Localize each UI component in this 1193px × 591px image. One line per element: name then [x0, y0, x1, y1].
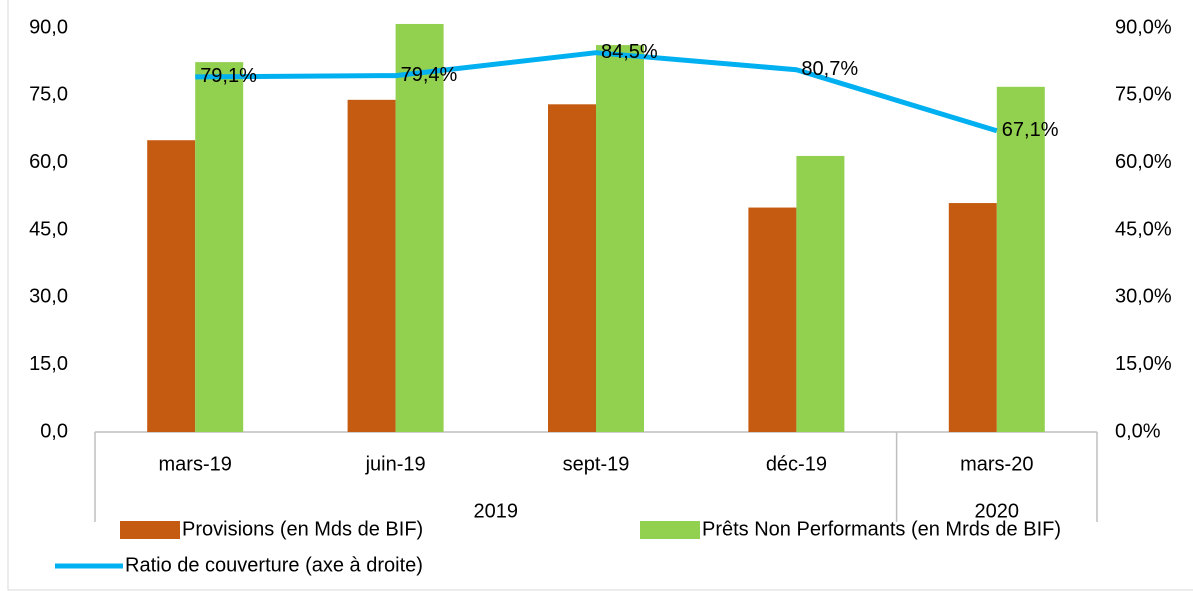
bar — [347, 99, 396, 433]
y-tick-label: 60,0 — [29, 151, 68, 173]
y-tick-label: 0,0 — [40, 420, 68, 442]
y-tick-label: 30,0 — [29, 286, 68, 308]
x-tick-label: déc-19 — [766, 453, 827, 475]
bar — [748, 207, 797, 432]
y-tick-label: 45,0 — [29, 218, 68, 240]
data-label: 80,7% — [801, 58, 858, 80]
legend-label: Prêts Non Performants (en Mrds de BIF) — [702, 518, 1061, 540]
bar — [996, 86, 1045, 432]
bar — [948, 203, 997, 432]
bar — [796, 155, 845, 432]
legend-label: Ratio de couverture (axe à droite) — [125, 554, 423, 576]
line — [195, 50, 998, 134]
bar — [395, 23, 444, 433]
frame — [7, 0, 1193, 591]
bar — [548, 104, 596, 433]
data-label: 84,5% — [601, 41, 658, 63]
x-tick-label: mars-20 — [960, 453, 1033, 475]
x-tick-label: juin-19 — [365, 453, 426, 475]
data-label: 79,1% — [200, 65, 257, 87]
y-tick-label: 75,0 — [29, 84, 68, 106]
bar — [147, 140, 196, 432]
legend-label: Provisions (en Mds de BIF) — [182, 518, 423, 540]
y2-tick-label: 30,0% — [1115, 286, 1172, 308]
y2-tick-label: 90,0% — [1115, 16, 1172, 38]
legend-swatch — [640, 521, 700, 539]
x-tick-label: mars-19 — [159, 453, 232, 475]
data-label: 79,4% — [401, 64, 458, 86]
y2-tick-label: 0,0% — [1115, 420, 1161, 442]
bar — [596, 45, 644, 433]
y-tick-label: 90,0 — [29, 16, 68, 38]
group-label: 2020 — [975, 500, 1020, 522]
bar — [195, 62, 244, 433]
x-tick-label: sept-19 — [563, 453, 630, 475]
group-label: 2019 — [474, 500, 519, 522]
y2-tick-label: 45,0% — [1115, 218, 1172, 240]
y2-tick-label: 75,0% — [1115, 84, 1172, 106]
y-tick-label: 15,0 — [29, 353, 68, 375]
y2-tick-label: 15,0% — [1115, 353, 1172, 375]
y2-tick-label: 60,0% — [1115, 151, 1172, 173]
legend-swatch — [120, 521, 180, 539]
data-label: 67,1% — [1002, 119, 1059, 141]
